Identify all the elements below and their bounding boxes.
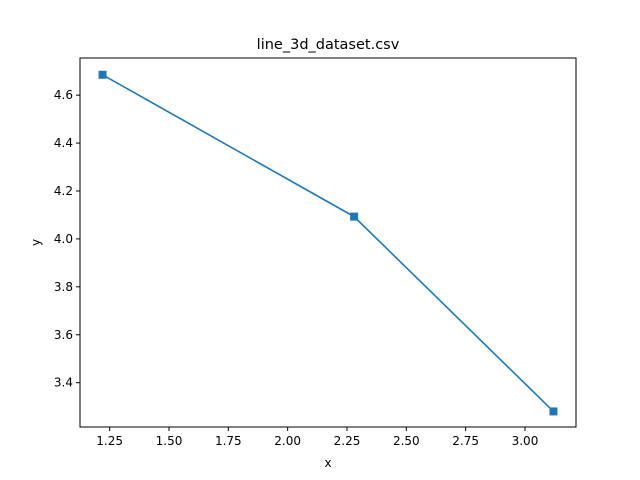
y-tick-label: 3.6 — [54, 328, 73, 342]
y-axis: 3.4 3.6 3.8 4.0 4.2 4.4 4.6 — [54, 88, 80, 390]
x-tick-label: 2.50 — [393, 434, 420, 448]
data-point-marker — [549, 407, 558, 416]
y-axis-label: y — [29, 239, 43, 246]
x-tick-label: 2.25 — [334, 434, 361, 448]
x-tick-label: 3.00 — [512, 434, 539, 448]
plot-frame — [79, 57, 577, 428]
x-tick-label: 1.50 — [156, 434, 183, 448]
y-tick-label: 3.8 — [54, 280, 73, 294]
data-point-marker — [98, 70, 107, 79]
data-point-marker — [350, 212, 359, 221]
y-tick-label: 3.4 — [54, 376, 73, 390]
y-tick-label: 4.0 — [54, 232, 73, 246]
x-axis-label: x — [324, 456, 331, 470]
x-tick-label: 1.75 — [215, 434, 242, 448]
plot-series — [98, 70, 558, 416]
y-tick-label: 4.2 — [54, 184, 73, 198]
x-axis: 1.25 1.50 1.75 2.00 2.25 2.50 2.75 3.00 — [96, 427, 538, 448]
y-tick-label: 4.6 — [54, 88, 73, 102]
x-tick-label: 1.25 — [96, 434, 123, 448]
x-tick-label: 2.75 — [452, 434, 479, 448]
y-tick-label: 4.4 — [54, 136, 73, 150]
x-tick-label: 2.00 — [274, 434, 301, 448]
chart-title: line_3d_dataset.csv — [257, 37, 400, 53]
